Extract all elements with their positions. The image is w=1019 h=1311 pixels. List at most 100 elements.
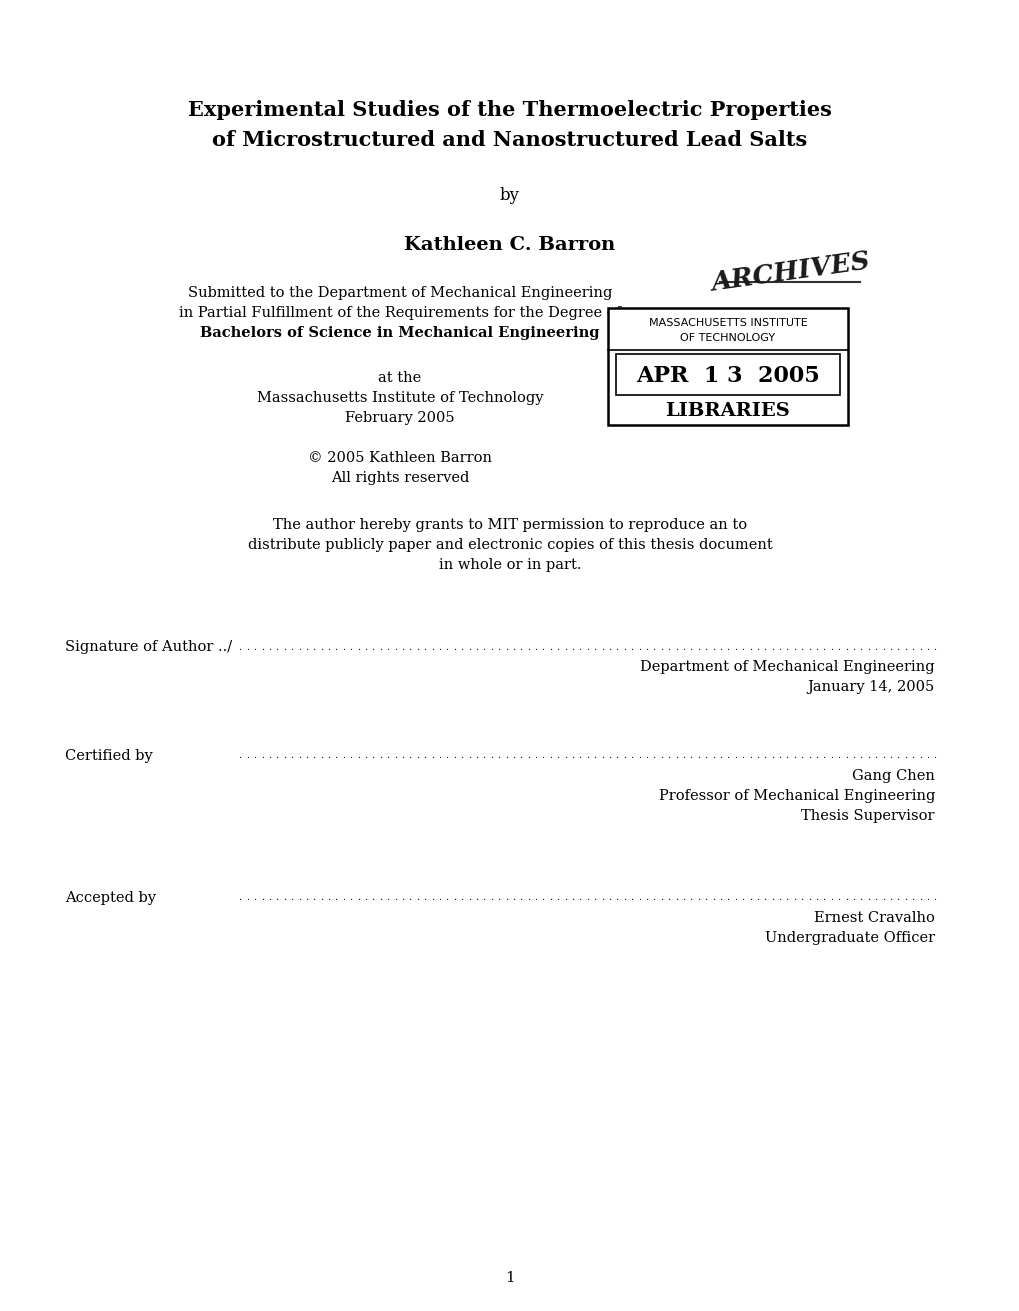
Text: .: . bbox=[341, 894, 344, 902]
Text: .: . bbox=[371, 894, 374, 902]
Text: .: . bbox=[400, 751, 404, 760]
Text: .: . bbox=[585, 894, 589, 902]
Text: distribute publicly paper and electronic copies of this thesis document: distribute publicly paper and electronic… bbox=[248, 538, 771, 552]
Text: .: . bbox=[733, 642, 736, 652]
Text: .: . bbox=[348, 894, 353, 902]
Text: .: . bbox=[785, 751, 788, 760]
Text: .: . bbox=[666, 751, 669, 760]
Text: .: . bbox=[261, 751, 264, 760]
Text: .: . bbox=[903, 894, 906, 902]
Text: .: . bbox=[452, 642, 455, 652]
Text: .: . bbox=[674, 642, 677, 652]
Text: .: . bbox=[460, 894, 463, 902]
Text: .: . bbox=[371, 751, 374, 760]
Text: .: . bbox=[674, 751, 677, 760]
Text: .: . bbox=[571, 894, 574, 902]
Text: .: . bbox=[393, 642, 396, 652]
Text: .: . bbox=[305, 894, 308, 902]
Text: .: . bbox=[762, 642, 765, 652]
Text: .: . bbox=[364, 894, 367, 902]
Text: .: . bbox=[445, 642, 448, 652]
Text: .: . bbox=[275, 642, 278, 652]
Text: .: . bbox=[593, 751, 596, 760]
Text: .: . bbox=[423, 642, 426, 652]
Text: Kathleen C. Barron: Kathleen C. Barron bbox=[404, 236, 615, 254]
Text: .: . bbox=[741, 642, 744, 652]
Text: .: . bbox=[548, 894, 551, 902]
Text: .: . bbox=[925, 642, 928, 652]
Text: .: . bbox=[282, 751, 285, 760]
Text: .: . bbox=[659, 642, 662, 652]
Text: .: . bbox=[334, 894, 337, 902]
Text: .: . bbox=[290, 751, 293, 760]
Text: .: . bbox=[918, 751, 921, 760]
Text: .: . bbox=[445, 894, 448, 902]
Text: .: . bbox=[666, 894, 669, 902]
Text: Undergraduate Officer: Undergraduate Officer bbox=[764, 931, 934, 945]
Text: .: . bbox=[807, 751, 810, 760]
Text: .: . bbox=[393, 894, 396, 902]
Text: .: . bbox=[733, 894, 736, 902]
Text: .: . bbox=[378, 751, 382, 760]
Text: 1: 1 bbox=[504, 1270, 515, 1285]
Text: .: . bbox=[844, 642, 847, 652]
Text: .: . bbox=[253, 642, 256, 652]
Text: .: . bbox=[386, 751, 389, 760]
Text: .: . bbox=[800, 642, 803, 652]
Text: .: . bbox=[534, 642, 537, 652]
Text: .: . bbox=[689, 894, 692, 902]
Text: .: . bbox=[844, 894, 847, 902]
Text: .: . bbox=[814, 642, 817, 652]
Text: .: . bbox=[526, 751, 530, 760]
Text: .: . bbox=[512, 894, 515, 902]
Text: .: . bbox=[726, 894, 729, 902]
Text: Experimental Studies of the Thermoelectric Properties: Experimental Studies of the Thermoelectr… bbox=[187, 100, 832, 121]
Text: .: . bbox=[467, 894, 471, 902]
Text: .: . bbox=[851, 642, 854, 652]
Text: .: . bbox=[800, 894, 803, 902]
Text: .: . bbox=[733, 751, 736, 760]
Text: .: . bbox=[496, 894, 500, 902]
Text: .: . bbox=[534, 894, 537, 902]
Text: .: . bbox=[268, 894, 271, 902]
Text: Bachelors of Science in Mechanical Engineering: Bachelors of Science in Mechanical Engin… bbox=[200, 326, 599, 340]
Text: .: . bbox=[290, 642, 293, 652]
Text: .: . bbox=[430, 894, 433, 902]
Text: .: . bbox=[770, 642, 773, 652]
Text: .: . bbox=[918, 642, 921, 652]
Text: .: . bbox=[408, 894, 412, 902]
Text: .: . bbox=[246, 894, 249, 902]
Text: .: . bbox=[460, 642, 463, 652]
Text: .: . bbox=[312, 642, 315, 652]
Text: Massachusetts Institute of Technology: Massachusetts Institute of Technology bbox=[257, 391, 543, 405]
Text: .: . bbox=[489, 751, 492, 760]
Text: .: . bbox=[585, 642, 589, 652]
Text: .: . bbox=[851, 894, 854, 902]
Text: .: . bbox=[614, 751, 619, 760]
Text: .: . bbox=[408, 751, 412, 760]
Text: .: . bbox=[785, 894, 788, 902]
Text: .: . bbox=[305, 642, 308, 652]
Text: .: . bbox=[519, 894, 522, 902]
Text: .: . bbox=[718, 894, 721, 902]
Text: .: . bbox=[504, 751, 507, 760]
Text: APR  1 3  2005: APR 1 3 2005 bbox=[636, 364, 819, 387]
Text: .: . bbox=[659, 894, 662, 902]
Text: .: . bbox=[261, 642, 264, 652]
Text: of Microstructured and Nanostructured Lead Salts: of Microstructured and Nanostructured Le… bbox=[212, 130, 807, 149]
Text: .: . bbox=[564, 751, 567, 760]
Text: .: . bbox=[726, 642, 729, 652]
Text: .: . bbox=[246, 751, 249, 760]
Text: .: . bbox=[319, 751, 323, 760]
Text: .: . bbox=[748, 642, 751, 652]
Text: .: . bbox=[903, 642, 906, 652]
Text: .: . bbox=[718, 751, 721, 760]
Text: .: . bbox=[696, 642, 699, 652]
Text: .: . bbox=[637, 894, 640, 902]
Text: January 14, 2005: January 14, 2005 bbox=[807, 680, 934, 694]
Text: .: . bbox=[880, 642, 883, 652]
Text: .: . bbox=[253, 751, 256, 760]
Text: .: . bbox=[814, 894, 817, 902]
Text: .: . bbox=[755, 751, 758, 760]
Text: .: . bbox=[630, 751, 633, 760]
